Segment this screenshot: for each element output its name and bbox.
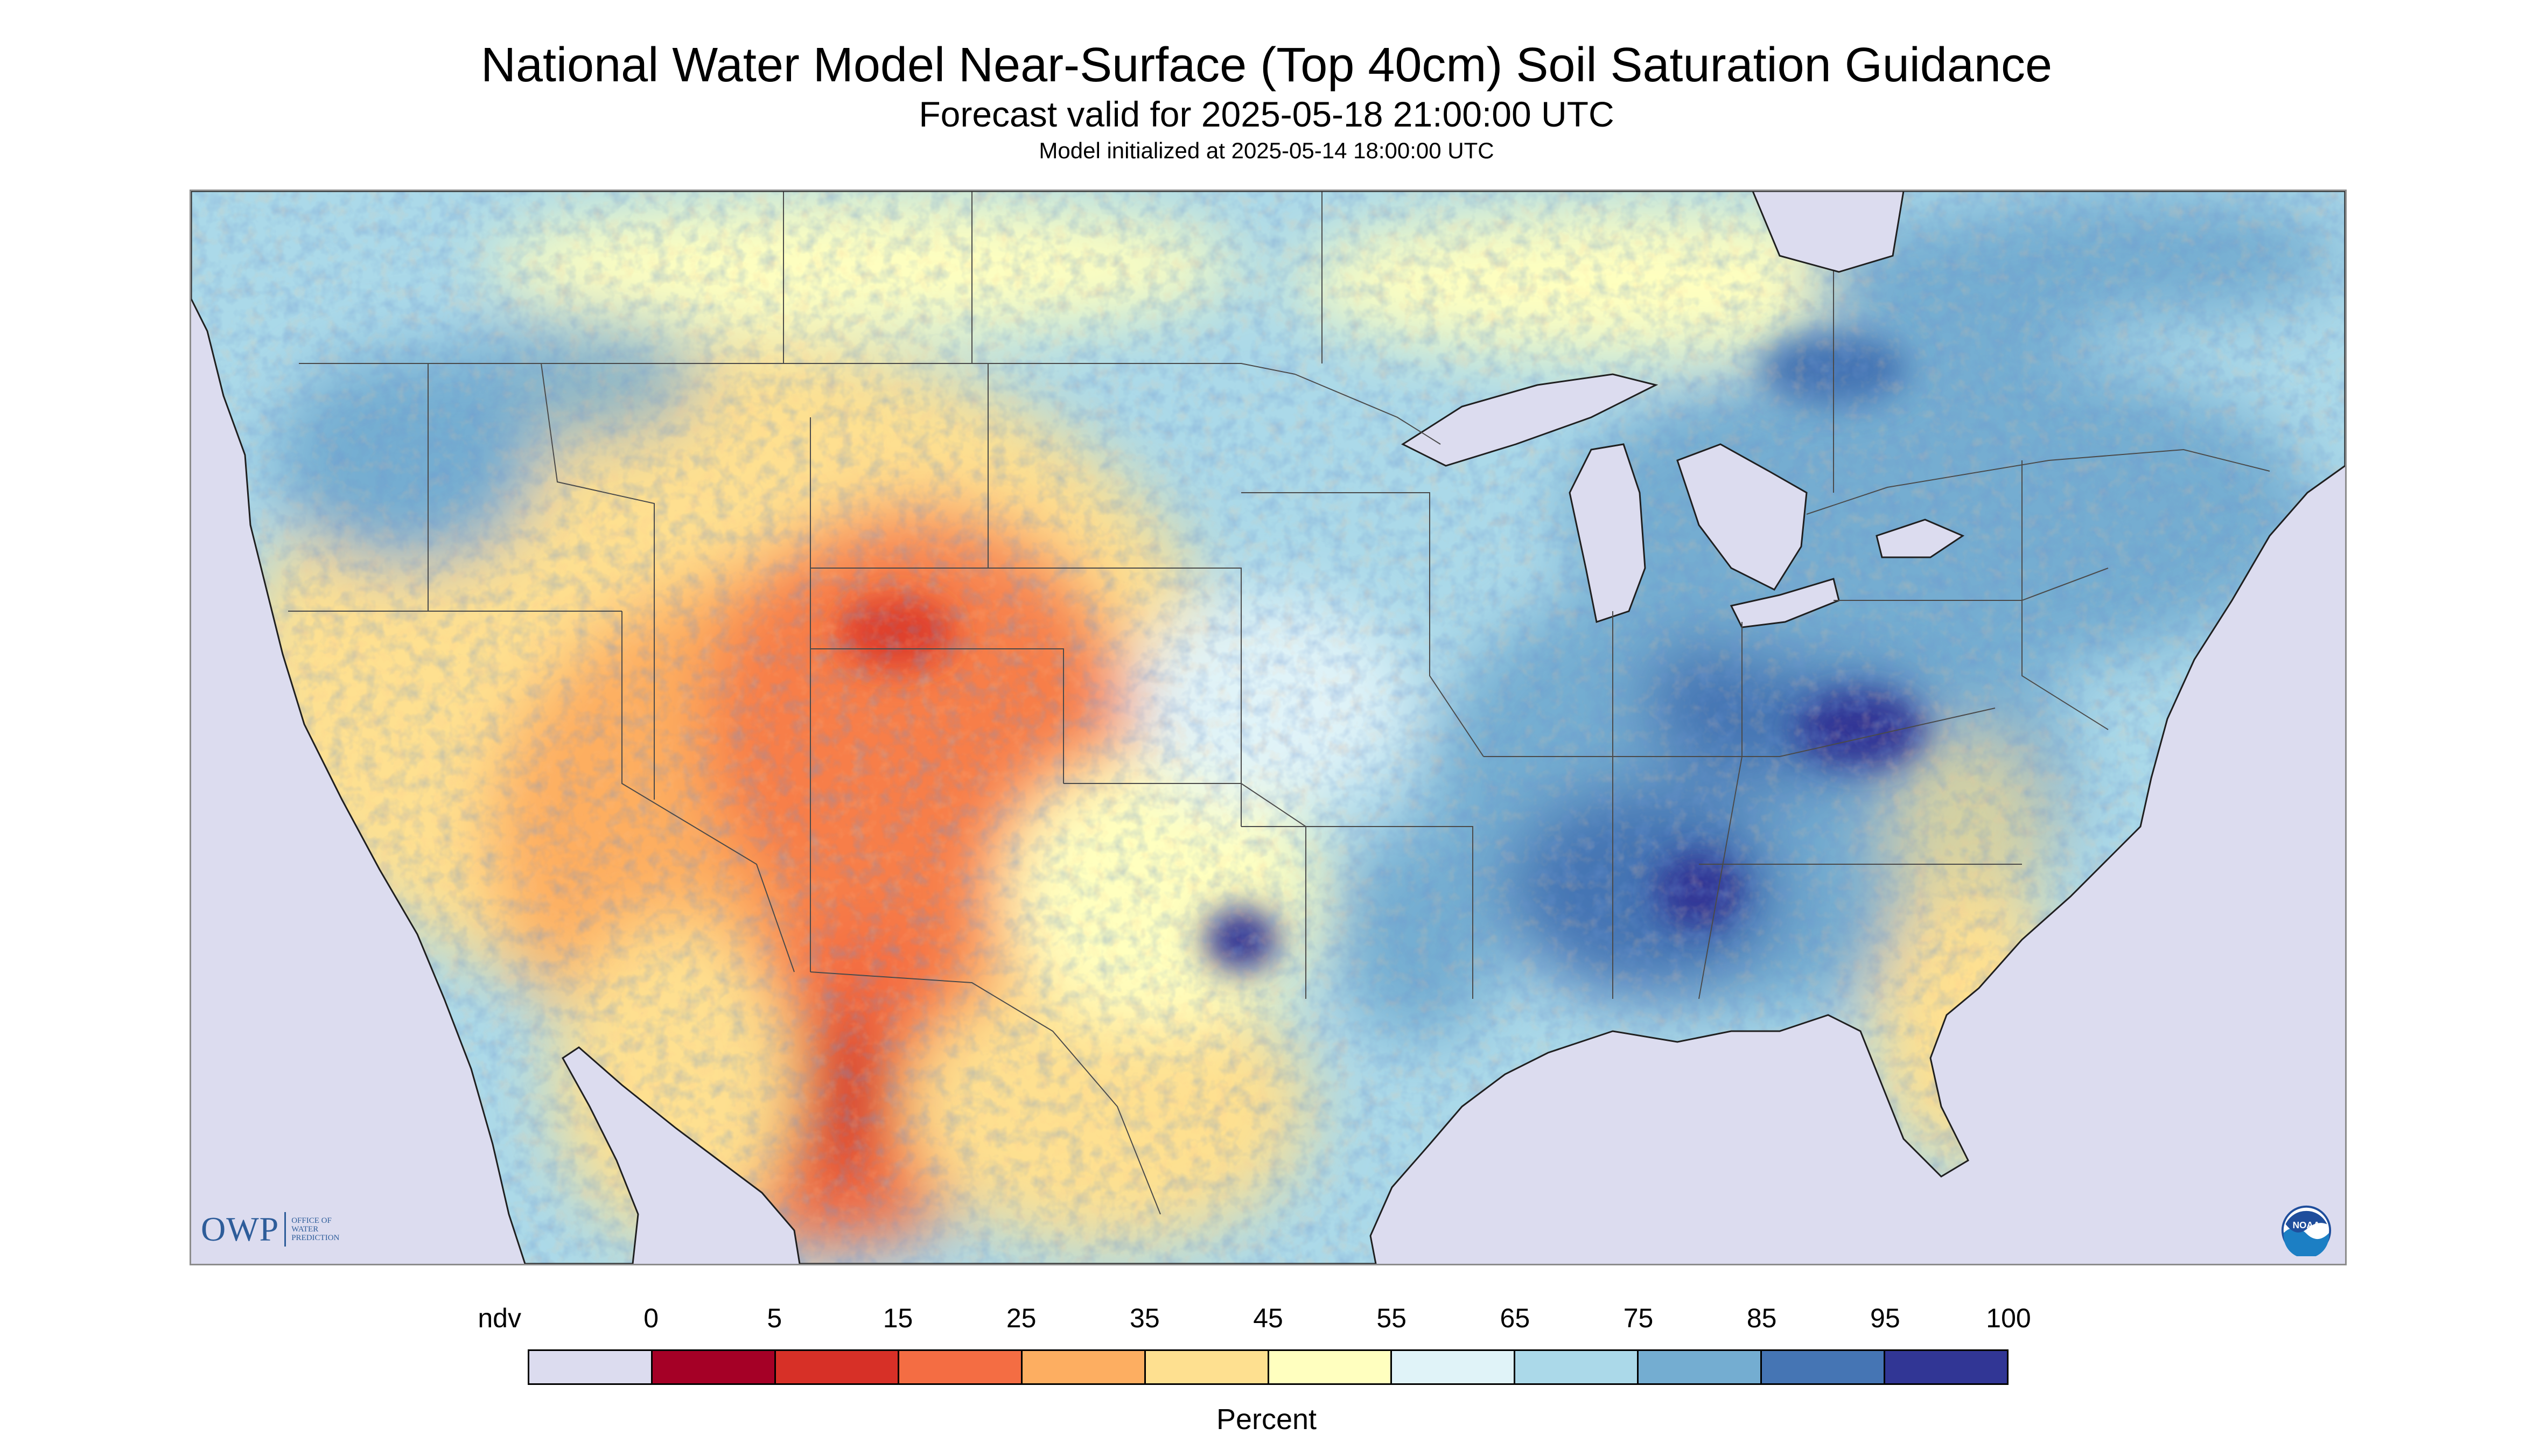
map-title: National Water Model Near-Surface (Top 4… xyxy=(480,38,2052,92)
model-init-time: Model initialized at 2025-05-14 18:00:00… xyxy=(1039,138,1494,163)
colorbar-swatch xyxy=(1515,1351,1639,1383)
colorbar-swatch xyxy=(1885,1351,2007,1383)
colorbar xyxy=(528,1349,2009,1385)
soil-saturation-map: OWP OFFICE OF WATER PREDICTION NOAA xyxy=(190,190,2347,1265)
colorbar-swatch xyxy=(1022,1351,1146,1383)
owp-logo-letters: OWP xyxy=(201,1210,279,1248)
colorbar-swatch xyxy=(1762,1351,1886,1383)
colorbar-tick-label: 5 xyxy=(767,1303,782,1333)
colorbar-tick-label: 65 xyxy=(1500,1303,1530,1333)
colorbar-swatch xyxy=(1269,1351,1393,1383)
owp-logo: OWP OFFICE OF WATER PREDICTION xyxy=(201,1208,367,1251)
boundaries xyxy=(288,191,2270,1215)
owp-logo-divider xyxy=(284,1212,286,1247)
colorbar-tick-label: 35 xyxy=(1130,1303,1160,1333)
svg-text:NOAA: NOAA xyxy=(2293,1220,2320,1230)
colorbar-swatch xyxy=(652,1351,776,1383)
colorbar-tick-label: 95 xyxy=(1870,1303,1900,1333)
colorbar-swatch xyxy=(529,1351,653,1383)
colorbar-swatch xyxy=(1145,1351,1269,1383)
colorbar-tick-label: 100 xyxy=(1986,1303,2031,1333)
colorbar-tick-label: ndv xyxy=(478,1303,521,1333)
colorbar-swatch xyxy=(775,1351,899,1383)
forecast-valid-time: Forecast valid for 2025-05-18 21:00:00 U… xyxy=(919,94,1614,134)
owp-line-3: PREDICTION xyxy=(291,1234,340,1242)
colorbar-swatch xyxy=(1392,1351,1516,1383)
colorbar-tick-label: 25 xyxy=(1006,1303,1037,1333)
colorbar-tick-label: 85 xyxy=(1746,1303,1777,1333)
colorbar-title: Percent xyxy=(1216,1403,1317,1436)
owp-line-1: OFFICE OF xyxy=(291,1216,332,1225)
hudson-bay-area xyxy=(1752,191,1905,273)
colorbar-tick-label: 45 xyxy=(1253,1303,1283,1333)
colorbar-swatch xyxy=(1639,1351,1762,1383)
owp-logo-subtitle: OFFICE OF WATER PREDICTION xyxy=(291,1216,367,1242)
colorbar-tick-label: 55 xyxy=(1376,1303,1407,1333)
great-lakes xyxy=(1401,373,1965,628)
map-canvas xyxy=(191,191,2345,1264)
owp-line-2: WATER xyxy=(291,1225,319,1234)
colorbar-swatch xyxy=(899,1351,1023,1383)
colorbar-tick-label: 15 xyxy=(883,1303,913,1333)
colorbar-tick-label: 75 xyxy=(1623,1303,1654,1333)
saturation-field xyxy=(191,191,2345,1264)
noaa-logo: NOAA xyxy=(2281,1205,2332,1256)
colorbar-tick-label: 0 xyxy=(643,1303,659,1333)
